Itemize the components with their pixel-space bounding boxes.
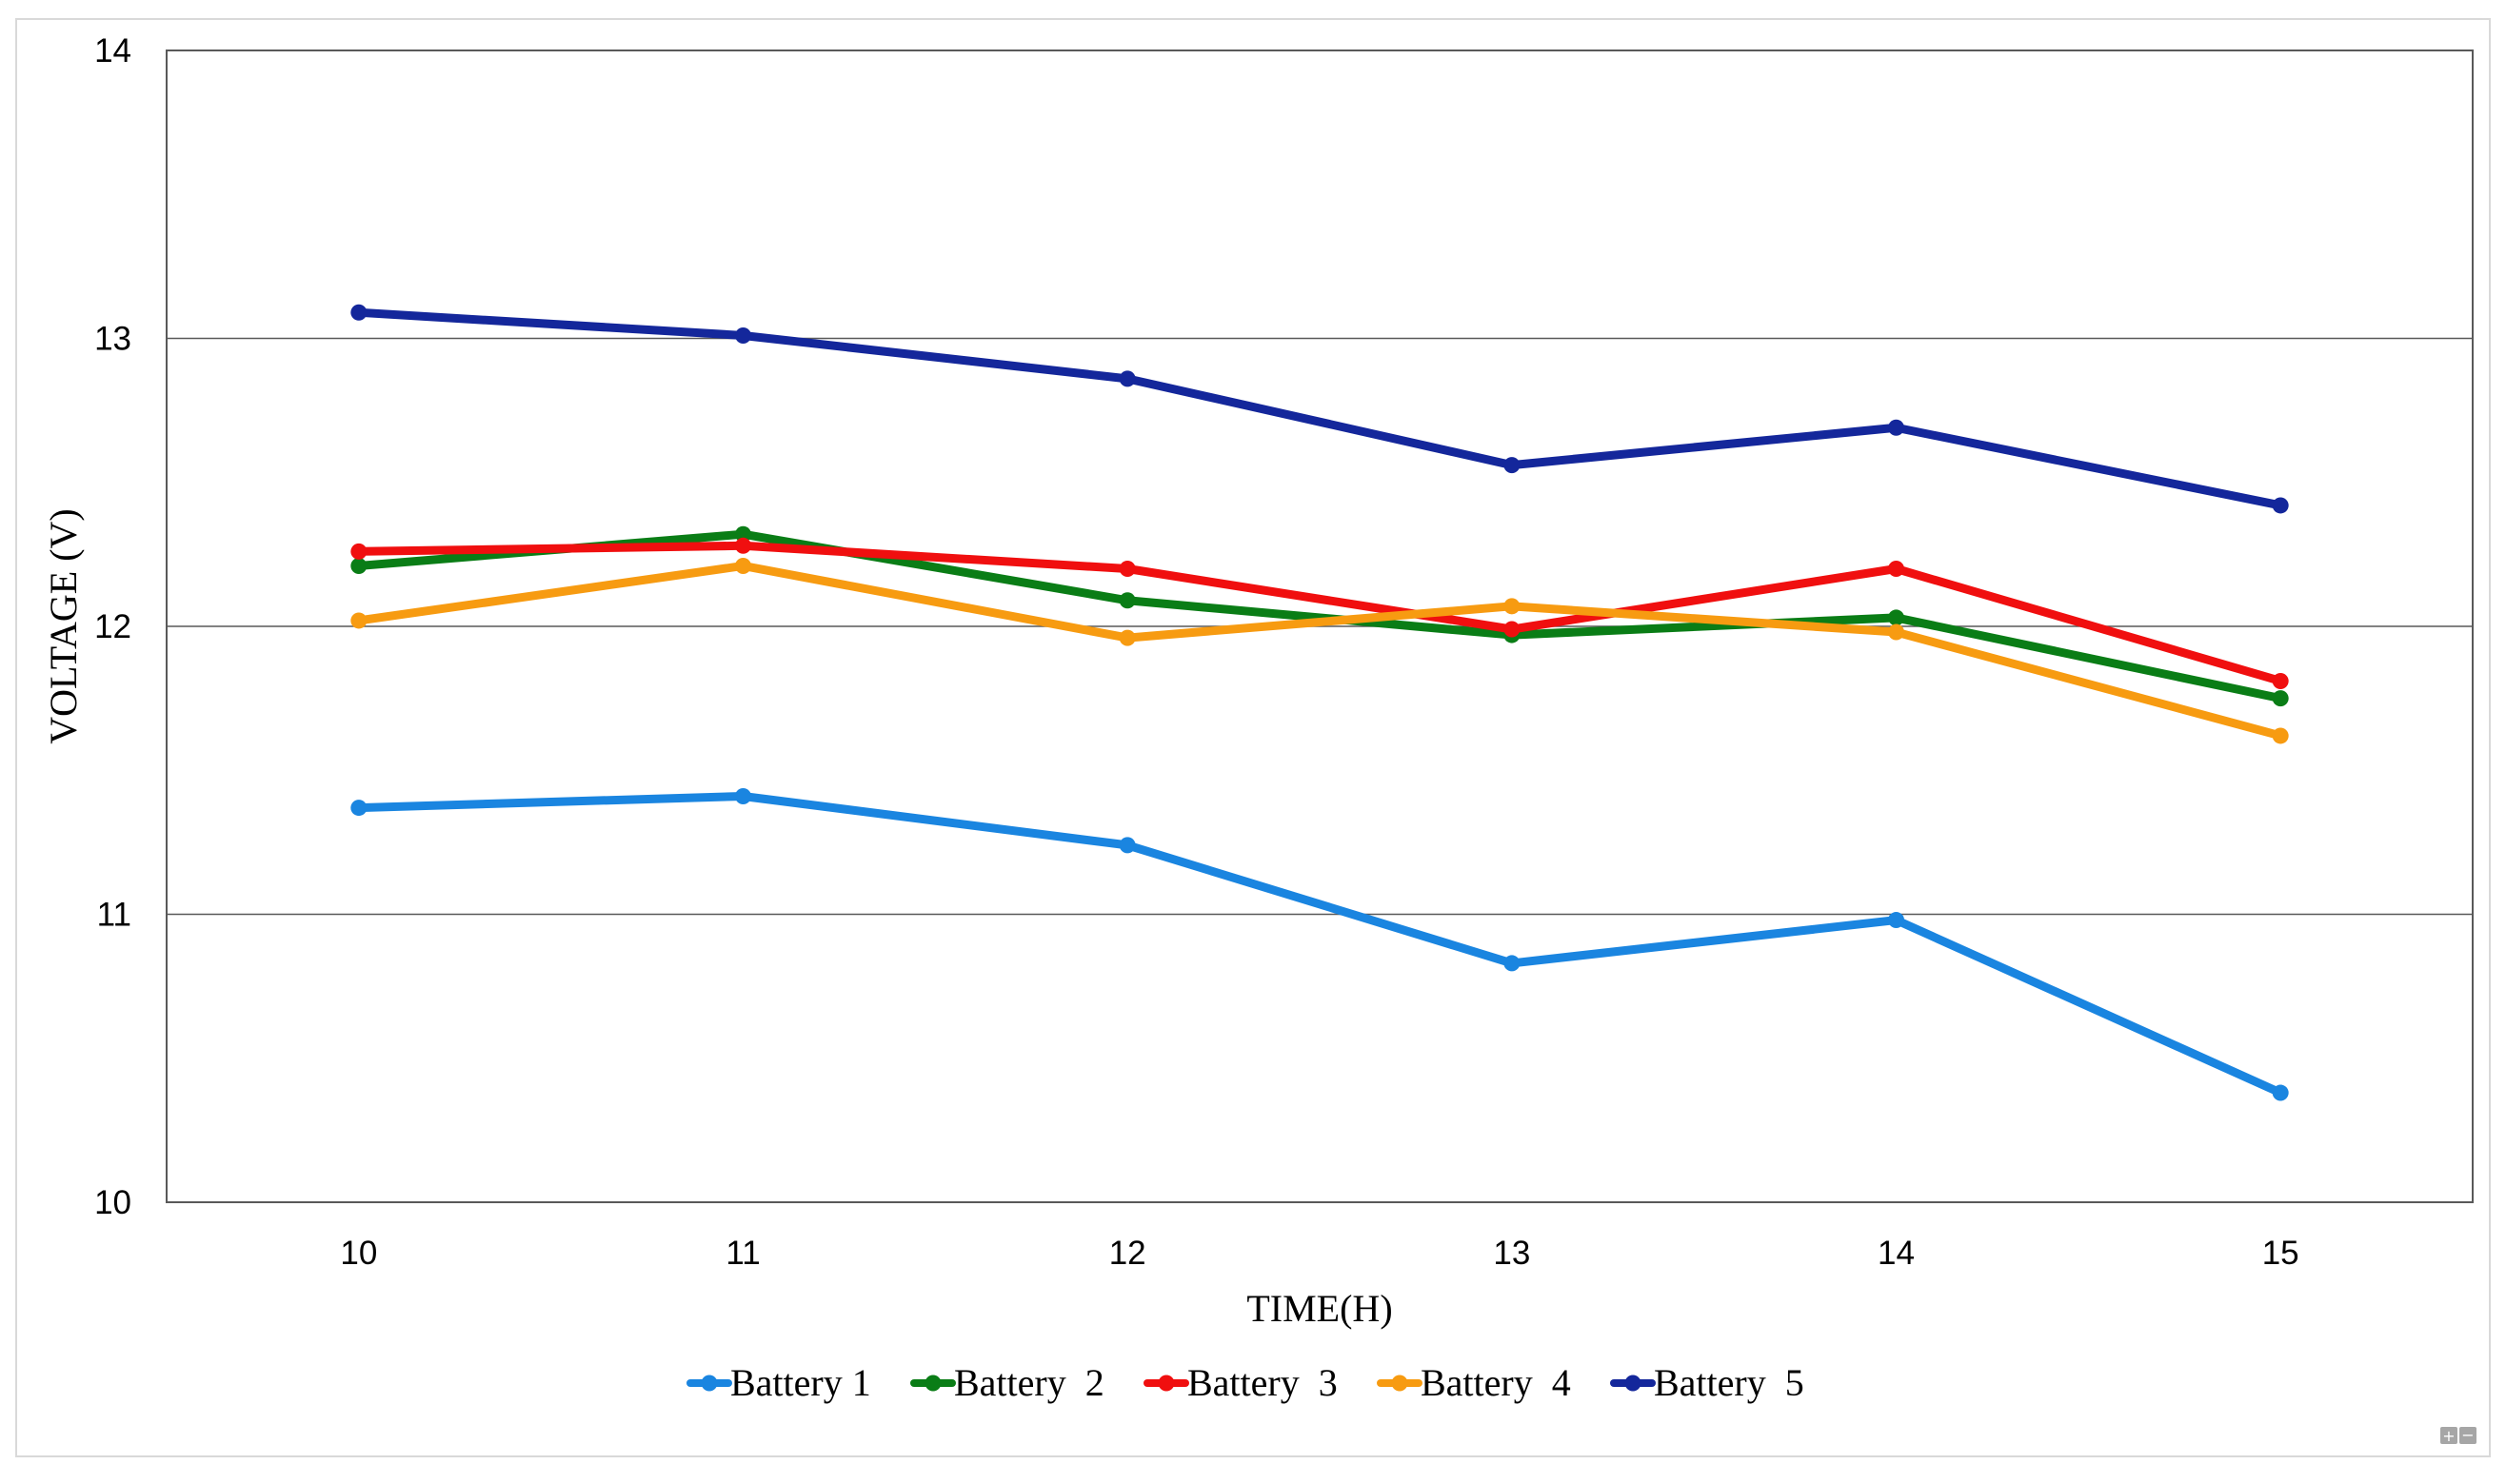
plus-glyph: + <box>2442 1427 2455 1445</box>
legend-label-5: Battery 5 <box>1654 1361 1804 1404</box>
legend-label-2: Battery 2 <box>954 1361 1104 1404</box>
legend-swatch-marker-3 <box>1158 1375 1175 1392</box>
series-1-line <box>354 791 2285 1098</box>
series-4-point-15 <box>2272 727 2289 744</box>
x-tick-label-10: 10 <box>340 1235 377 1272</box>
series-layer <box>350 304 2289 1101</box>
series-2-point-12 <box>1119 592 1136 609</box>
series-5-point-13 <box>1503 457 1521 474</box>
legend-label-4: Battery 4 <box>1421 1361 1571 1404</box>
y-axis-ticks: 10 11 12 13 14 <box>94 32 131 1221</box>
x-tick-label-15: 15 <box>2262 1235 2299 1272</box>
legend-swatch-marker-2 <box>925 1375 942 1392</box>
series-3 <box>350 537 2289 689</box>
series-3-point-13 <box>1503 621 1521 638</box>
legend-label-3: Battery 3 <box>1187 1361 1338 1404</box>
x-tick-label-14: 14 <box>1878 1235 1915 1272</box>
series-3-line <box>354 541 2285 685</box>
zoom-in-button[interactable]: + <box>2440 1427 2457 1445</box>
x-tick-label-13: 13 <box>1493 1235 1530 1272</box>
x-tick-label-12: 12 <box>1109 1235 1146 1272</box>
series-3-point-10 <box>350 543 368 560</box>
series-1-point-13 <box>1503 955 1521 972</box>
series-5-point-12 <box>1119 370 1136 387</box>
zoom-controls: + − <box>2440 1426 2476 1445</box>
legend-swatch-marker-5 <box>1624 1375 1641 1392</box>
y-tick-label-12: 12 <box>94 608 131 645</box>
series-5-point-10 <box>350 304 368 321</box>
y-axis-title: VOLTAGE (V) <box>42 508 85 744</box>
series-2-point-11 <box>735 525 751 543</box>
series-5 <box>350 304 2289 514</box>
legend-item-5: Battery 5 <box>1610 1361 1804 1404</box>
series-4-point-11 <box>735 557 751 574</box>
series-3-point-12 <box>1119 561 1136 577</box>
legend-item-3: Battery 3 <box>1144 1361 1338 1404</box>
series-2-point-14 <box>1888 609 1904 626</box>
series-2-point-15 <box>2272 690 2289 707</box>
series-3-point-15 <box>2272 672 2289 689</box>
minus-icon <box>2459 1427 2476 1444</box>
series-4-line <box>354 561 2285 741</box>
series-5-point-14 <box>1888 419 1904 436</box>
series-2-line <box>354 529 2285 703</box>
legend-swatch-marker-1 <box>701 1375 718 1392</box>
series-4-point-14 <box>1888 623 1904 641</box>
y-tick-label-10: 10 <box>94 1184 131 1221</box>
legend-item-2: Battery 2 <box>910 1361 1104 1404</box>
series-4-point-12 <box>1119 629 1136 646</box>
legend-item-1: Battery 1 <box>686 1361 871 1404</box>
series-1-point-11 <box>735 787 751 804</box>
series-1-point-10 <box>350 800 368 817</box>
series-5-line <box>354 307 2285 510</box>
series-2-point-10 <box>350 557 368 574</box>
minus-glyph: − <box>2461 1426 2474 1444</box>
chart-area-border <box>15 18 2491 1457</box>
y-tick-label-14: 14 <box>94 32 131 69</box>
y-tick-label-13: 13 <box>94 321 131 358</box>
series-1-point-15 <box>2272 1084 2289 1101</box>
x-tick-label-11: 11 <box>726 1235 760 1272</box>
y-tick-label-11: 11 <box>97 897 131 934</box>
series-1-point-14 <box>1888 912 1904 929</box>
series-1 <box>350 787 2289 1101</box>
x-axis-ticks: 10 11 12 13 14 15 <box>340 1235 2298 1272</box>
legend: Battery 1 Battery 2 Battery 3 Battery 4 Batt… <box>686 1361 1804 1404</box>
plus-icon <box>2440 1427 2457 1444</box>
series-5-point-11 <box>735 326 751 344</box>
series-3-point-14 <box>1888 561 1904 577</box>
legend-swatch-marker-4 <box>1391 1375 1408 1392</box>
series-4-point-13 <box>1503 598 1521 615</box>
series-4 <box>350 557 2289 744</box>
series-5-point-15 <box>2272 497 2289 514</box>
zoom-out-button[interactable]: − <box>2459 1426 2476 1444</box>
series-2 <box>350 525 2289 707</box>
series-3-point-11 <box>735 537 751 554</box>
series-4-point-10 <box>350 612 368 629</box>
x-axis-title: TIME(H) <box>1246 1287 1392 1330</box>
legend-item-4: Battery 4 <box>1377 1361 1571 1404</box>
legend-label-1: Battery 1 <box>730 1361 871 1404</box>
series-1-point-12 <box>1119 837 1136 854</box>
